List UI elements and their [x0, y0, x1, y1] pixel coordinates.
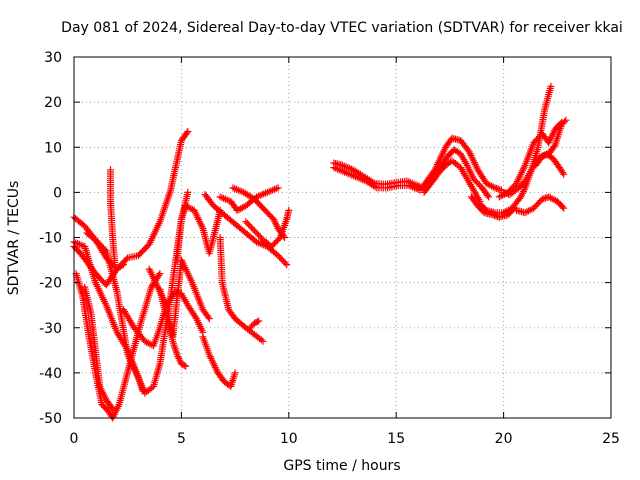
y-tick-label: -20 — [39, 276, 62, 292]
y-tick-label: 30 — [44, 50, 62, 66]
y-tick-label: 0 — [53, 185, 62, 201]
y-tick-label: -10 — [39, 231, 62, 247]
x-tick-label: 10 — [280, 431, 298, 447]
series-arc-17 — [242, 206, 293, 250]
x-tick-label: 0 — [70, 431, 79, 447]
x-tick-label: 25 — [602, 431, 620, 447]
x-tick-label: 5 — [177, 431, 186, 447]
series-arc-11 — [173, 202, 224, 264]
series-arc-03 — [72, 270, 164, 422]
series-arc-12 — [201, 191, 291, 269]
data-point-markers — [420, 157, 484, 205]
series-arc-13 — [216, 234, 267, 345]
data-point-markers — [495, 118, 566, 201]
series-arc-29 — [532, 116, 570, 169]
series-arc-07 — [107, 166, 119, 269]
data-point-markers — [173, 202, 224, 264]
y-tick-label: 10 — [44, 140, 62, 156]
y-axis-label: SDTVAR / TECUs — [6, 181, 22, 296]
y-tick-label: -50 — [39, 411, 62, 427]
data-point-markers — [81, 283, 117, 413]
data-point-markers — [199, 333, 239, 390]
x-axis-label: GPS time / hours — [283, 458, 400, 474]
series-arc-10 — [156, 285, 190, 370]
series-arc-26 — [495, 118, 566, 201]
series-arc-23 — [420, 157, 484, 205]
data-point-markers — [107, 166, 119, 269]
x-tick-label: 15 — [387, 431, 405, 447]
data-point-markers — [513, 193, 568, 217]
data-point-markers — [216, 184, 282, 214]
y-tick-label: -30 — [39, 321, 62, 337]
series-arc-28 — [513, 193, 568, 217]
data-point-markers — [156, 285, 190, 370]
data-point-markers — [201, 191, 291, 269]
series-arc-15 — [216, 184, 282, 214]
data-point-markers — [242, 206, 293, 250]
grid — [74, 57, 611, 418]
data-point-markers — [532, 116, 570, 169]
data-point-markers — [216, 234, 267, 345]
series-arc-14 — [199, 333, 239, 390]
series-arc-20 — [330, 164, 424, 194]
chart-title: Day 081 of 2024, Sidereal Day-to-day VTE… — [61, 20, 623, 36]
data-point-markers — [72, 270, 164, 422]
axis-ticks: 0 5 10 15 20 25 -50 -40 -30 -20 -10 0 10 20 30 — [39, 50, 620, 447]
x-tick-label: 20 — [495, 431, 513, 447]
series-arc-06 — [81, 283, 117, 413]
data-point-markers — [246, 317, 263, 332]
series-arc-18 — [246, 317, 263, 332]
y-tick-label: -40 — [39, 366, 62, 382]
data-point-markers — [330, 164, 424, 194]
y-tick-label: 20 — [44, 95, 62, 111]
